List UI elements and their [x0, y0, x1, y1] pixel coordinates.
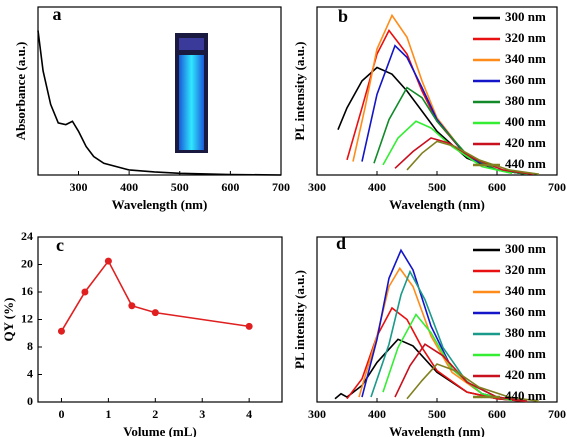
- x-tick-label: 400: [368, 407, 386, 421]
- data-point: [151, 309, 159, 317]
- data-point: [81, 288, 89, 296]
- x-axis-label: Volume (mL): [123, 424, 197, 437]
- legend-label: 340 nm: [505, 51, 546, 66]
- legend-label: 360 nm: [505, 304, 546, 319]
- x-tick-label: 600: [488, 407, 506, 421]
- data-line: [361, 44, 528, 175]
- legend-label: 380 nm: [505, 93, 546, 108]
- x-tick-label: 400: [368, 180, 386, 194]
- x-axis-label: Wavelength (nm): [389, 197, 485, 212]
- y-axis-label: PL intensity (a.u.): [292, 270, 307, 369]
- x-tick-label: 500: [428, 407, 446, 421]
- legend-label: 420 nm: [505, 135, 546, 150]
- panel-label: a: [53, 4, 62, 24]
- y-axis-label: Absorbance (a.u.): [13, 42, 28, 141]
- x-axis-label: Wavelength (nm): [112, 197, 208, 212]
- y-tick-label: 0: [27, 394, 33, 408]
- legend-label: 320 nm: [505, 262, 546, 277]
- x-tick-label: 3: [199, 407, 205, 421]
- x-tick-label: 4: [246, 407, 252, 421]
- x-tick-label: 300: [70, 180, 88, 194]
- y-tick-label: 20: [21, 256, 33, 270]
- x-tick-label: 600: [221, 180, 239, 194]
- y-tick-label: 16: [21, 284, 33, 298]
- data-line: [346, 306, 528, 403]
- legend-label: 420 nm: [505, 367, 546, 382]
- legend-label: 440 nm: [505, 388, 546, 403]
- x-tick-label: 500: [171, 180, 189, 194]
- legend-label: 440 nm: [505, 156, 546, 171]
- legend-label: 300 nm: [505, 241, 546, 256]
- x-tick-label: 600: [488, 180, 506, 194]
- x-tick-label: 1: [105, 407, 111, 421]
- legend-label: 400 nm: [505, 346, 546, 361]
- data-line: [382, 313, 513, 402]
- x-tick-label: 300: [308, 407, 326, 421]
- x-tick-label: 2: [152, 407, 158, 421]
- legend-label: 400 nm: [505, 114, 546, 129]
- x-tick-label: 700: [272, 180, 290, 194]
- data-line: [37, 30, 282, 176]
- legend-label: 300 nm: [505, 9, 546, 24]
- x-tick-label: 300: [308, 180, 326, 194]
- y-tick-label: 24: [21, 229, 33, 243]
- x-tick-label: 0: [58, 407, 64, 421]
- data-line: [370, 269, 528, 402]
- legend-label: 320 nm: [505, 30, 546, 45]
- data-point: [245, 322, 253, 330]
- x-tick-label: 500: [428, 180, 446, 194]
- plot-frame: [37, 6, 282, 176]
- data-point: [104, 257, 112, 265]
- panel-label: c: [56, 235, 64, 255]
- y-tick-label: 4: [27, 366, 33, 380]
- data-line: [394, 137, 534, 175]
- data-line: [406, 363, 540, 402]
- data-line: [361, 248, 513, 402]
- data-line: [60, 259, 250, 332]
- cuvette-photo: [175, 33, 208, 153]
- data-line: [406, 140, 540, 175]
- legend-label: 340 nm: [505, 283, 546, 298]
- x-tick-label: 700: [548, 407, 566, 421]
- y-axis-label: QY (%): [1, 298, 16, 342]
- x-tick-label: 400: [120, 180, 138, 194]
- y-tick-label: 12: [21, 311, 33, 325]
- data-line: [382, 120, 513, 175]
- plot-frame: [37, 236, 283, 403]
- legend-label: 380 nm: [505, 325, 546, 340]
- data-line: [337, 66, 528, 175]
- data-point: [57, 327, 65, 335]
- legend-label: 360 nm: [505, 72, 546, 87]
- y-axis-label: PL intensity (a.u.): [292, 42, 307, 141]
- panel-label: d: [336, 233, 346, 253]
- data-line: [373, 86, 528, 175]
- x-tick-label: 700: [548, 180, 566, 194]
- panel-label: b: [338, 6, 348, 26]
- x-axis-label: Wavelength (nm): [389, 424, 485, 437]
- data-point: [128, 302, 136, 310]
- y-tick-label: 8: [27, 339, 33, 353]
